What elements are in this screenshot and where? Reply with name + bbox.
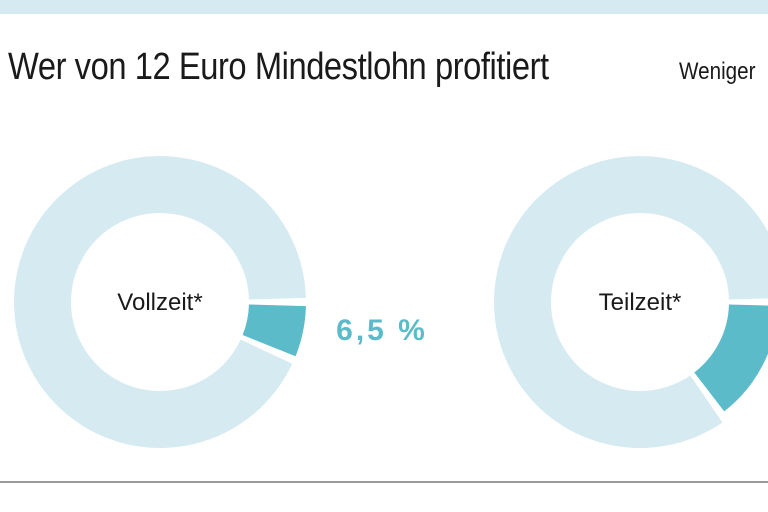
donut-teilzeit: Teilzeit* [494,156,768,448]
donut-teilzeit-track [494,156,768,448]
chart-subtitle-cut: Weniger [679,58,756,85]
donut-vollzeit-label: Vollzeit* [117,289,202,316]
donut-teilzeit-segment [694,304,768,412]
top-color-bar [0,0,768,14]
donut-teilzeit-label: Teilzeit* [599,289,682,316]
donut-vollzeit: Vollzeit* 6,5 % [13,156,428,449]
donut-vollzeit-value: 6,5 % [336,314,428,347]
chart-title: Wer von 12 Euro Mindestlohn profitiert [8,46,549,88]
donut-vollzeit-track [13,156,306,449]
donut-vollzeit-segment [242,304,306,357]
bottom-rule [0,481,768,483]
